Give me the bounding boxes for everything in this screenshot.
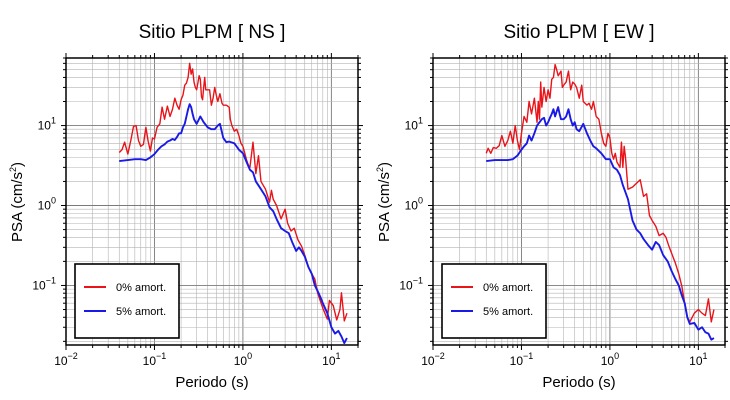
y-tick-label: 100 [38, 196, 56, 213]
legend-label-0pct: 0% amort. [483, 282, 533, 294]
panel-ew: Sitio PLPM [ EW ] Periodo (s) PSA (cm/s2… [375, 22, 730, 391]
y-tick-label: 10−1 [32, 275, 56, 292]
x-axis-label: Periodo (s) [175, 374, 248, 391]
legend: 0% amort. 5% amort. [74, 263, 180, 339]
y-tick-label: 10−1 [399, 275, 423, 292]
legend-label-0pct: 0% amort. [116, 282, 166, 294]
x-tick-label: 10−2 [421, 351, 445, 368]
y-tick-label: 101 [405, 116, 423, 133]
chart-title: Sitio PLPM [ EW ] [504, 22, 655, 43]
series-line-0pct [485, 63, 715, 323]
x-tick-label: 101 [689, 351, 707, 368]
x-tick-label: 100 [601, 351, 619, 368]
x-axis-label: Periodo (s) [542, 374, 615, 391]
x-tick-label: 10−2 [54, 351, 78, 368]
legend-box [441, 263, 547, 339]
plot-frame [432, 57, 726, 346]
x-tick-label: 101 [322, 351, 340, 368]
x-tick-label: 10−1 [143, 351, 167, 368]
y-axis-label: PSA (cm/s2) [8, 162, 26, 242]
x-tick-label: 100 [234, 351, 252, 368]
series-line-5pct [119, 103, 348, 345]
x-tick-label: 10−1 [510, 351, 534, 368]
legend-label-5pct: 5% amort. [483, 306, 533, 318]
panel-ns: Sitio PLPM [ NS ] Periodo (s) PSA (cm/s2… [8, 22, 363, 391]
legend-label-5pct: 5% amort. [116, 306, 166, 318]
y-tick-label: 101 [38, 116, 56, 133]
y-tick-label: 100 [405, 196, 423, 213]
plot-frame [65, 57, 359, 346]
series-line-0pct [118, 62, 348, 322]
legend: 0% amort. 5% amort. [441, 263, 547, 339]
y-axis-label: PSA (cm/s2) [375, 162, 393, 242]
chart-title: Sitio PLPM [ NS ] [139, 22, 286, 43]
legend-box [74, 263, 180, 339]
series-line-5pct [486, 106, 715, 341]
